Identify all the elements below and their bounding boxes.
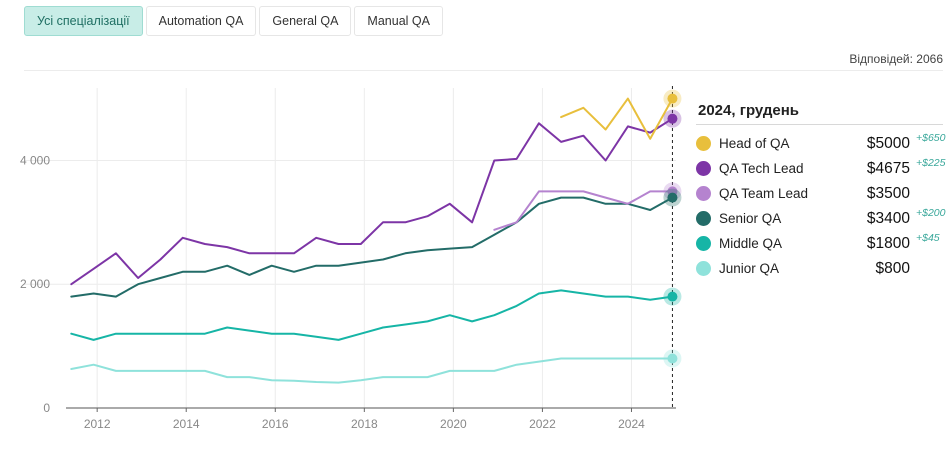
tab-automation-qa[interactable]: Automation QA xyxy=(145,6,257,36)
legend-name: Head of QA xyxy=(719,136,790,151)
legend-item-qa-team-lead[interactable]: QA Team Lead $3500 xyxy=(696,181,918,206)
legend-value: $800 xyxy=(875,259,910,277)
marker-point-middle-qa xyxy=(667,291,678,302)
series-line-qa-team-lead xyxy=(493,190,674,231)
legend-item-head-of-qa[interactable]: Head of QA $5000 +$650 xyxy=(696,131,946,156)
tab-all-specializations[interactable]: Усі спеціалізації xyxy=(24,6,143,36)
specialization-tabs: Усі спеціалізації Automation QA General … xyxy=(24,6,443,36)
legend: Head of QA $5000 +$650 QA Tech Lead $467… xyxy=(696,131,946,281)
marker-point-junior-qa xyxy=(667,353,678,364)
legend-item-middle-qa[interactable]: Middle QA $1800 +$45 xyxy=(696,231,940,256)
legend-value: $3500 xyxy=(866,184,910,202)
x-tick-label: 2016 xyxy=(262,417,289,431)
legend-value: $5000 xyxy=(866,134,910,152)
legend-dot-junior-qa xyxy=(696,261,711,276)
legend-dot-head-of-qa xyxy=(696,136,711,151)
legend-name: Middle QA xyxy=(719,236,783,251)
legend-dot-qa-team-lead xyxy=(696,186,711,201)
legend-delta: +$200 xyxy=(916,207,946,219)
marker-point-senior-qa xyxy=(667,192,678,203)
legend-dot-senior-qa xyxy=(696,211,711,226)
legend-item-qa-tech-lead[interactable]: QA Tech Lead $4675 +$225 xyxy=(696,156,946,181)
legend-item-junior-qa[interactable]: Junior QA $800 xyxy=(696,256,918,281)
x-tick-label: 2012 xyxy=(84,417,111,431)
legend-delta: +$225 xyxy=(916,157,946,169)
legend-name: QA Tech Lead xyxy=(719,161,804,176)
y-tick-label: 2 000 xyxy=(20,277,50,291)
series-line-head-of-qa xyxy=(560,97,674,140)
legend-title: 2024, грудень xyxy=(698,102,800,119)
legend-delta: +$650 xyxy=(916,132,946,144)
series-line-senior-qa xyxy=(70,196,674,298)
x-tick-label: 2018 xyxy=(351,417,378,431)
legend-value: $4675 xyxy=(866,159,910,177)
legend-item-senior-qa[interactable]: Senior QA $3400 +$200 xyxy=(696,206,946,231)
x-tick-label: 2024 xyxy=(618,417,645,431)
top-divider xyxy=(24,70,943,71)
x-tick-label: 2022 xyxy=(529,417,556,431)
legend-name: Senior QA xyxy=(719,211,782,226)
legend-divider xyxy=(696,124,943,125)
x-tick-label: 2020 xyxy=(440,417,467,431)
y-tick-label: 4 000 xyxy=(20,153,50,167)
marker-point-qa-tech-lead xyxy=(667,113,678,124)
x-tick-label: 2014 xyxy=(173,417,200,431)
tab-general-qa[interactable]: General QA xyxy=(259,6,352,36)
series-line-junior-qa xyxy=(70,357,674,384)
legend-name: QA Team Lead xyxy=(719,186,809,201)
legend-value: $3400 xyxy=(866,209,910,227)
tab-manual-qa[interactable]: Manual QA xyxy=(354,6,443,36)
legend-dot-middle-qa xyxy=(696,236,711,251)
responses-count: Відповідей: 2066 xyxy=(849,52,943,66)
legend-name: Junior QA xyxy=(719,261,780,276)
y-tick-label: 0 xyxy=(43,401,50,415)
series-line-middle-qa xyxy=(70,289,674,341)
legend-value: $1800 xyxy=(866,234,910,252)
series-line-qa-tech-lead xyxy=(70,117,674,286)
legend-delta: +$45 xyxy=(916,232,940,244)
legend-dot-qa-tech-lead xyxy=(696,161,711,176)
marker-point-head-of-qa xyxy=(667,93,678,104)
